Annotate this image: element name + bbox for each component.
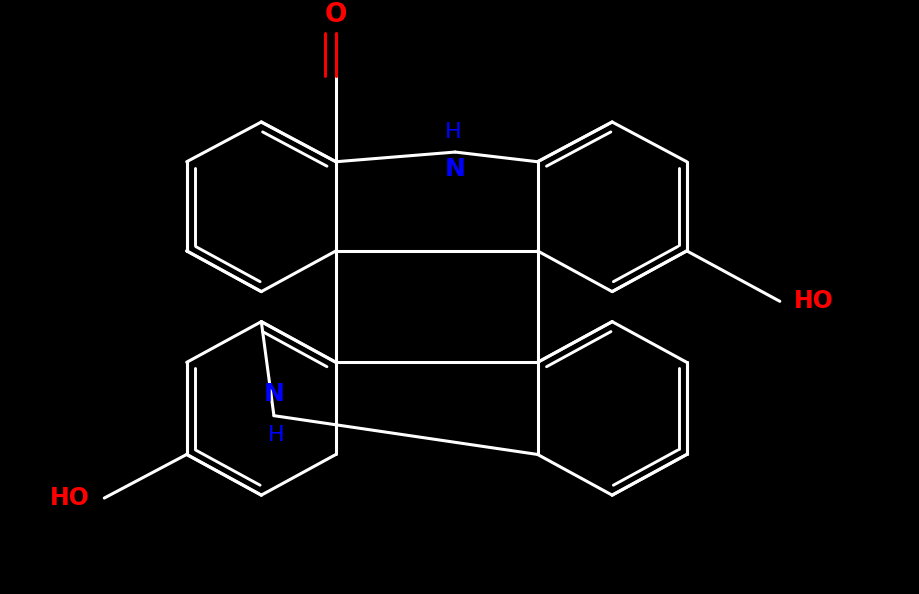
Text: H: H [445, 122, 461, 143]
Text: N: N [444, 157, 465, 181]
Text: HO: HO [50, 486, 90, 510]
Text: O: O [324, 2, 346, 28]
Text: N: N [263, 382, 284, 406]
Text: H: H [267, 425, 284, 446]
Text: HO: HO [793, 289, 834, 313]
